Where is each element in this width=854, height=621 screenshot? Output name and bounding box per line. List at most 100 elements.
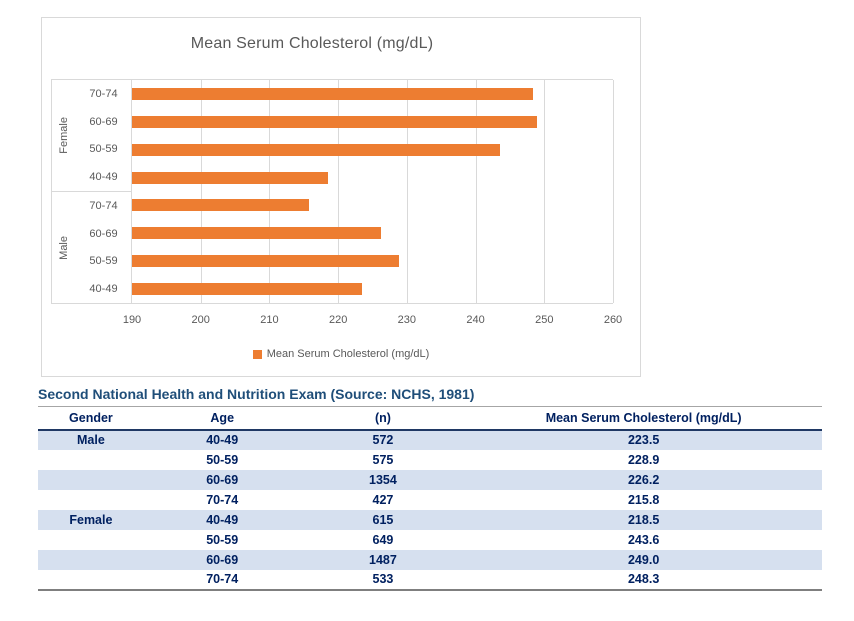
age-tick-label: 60-69 <box>89 115 118 128</box>
cell-age: 40-49 <box>206 433 239 447</box>
cell-mean: 223.5 <box>627 433 660 447</box>
table-row: Female 40-49 615 218.5 <box>38 509 822 530</box>
x-axis-tick-labels: 190 200 210 220 230 240 250 260 <box>123 314 622 330</box>
cell-gender <box>38 450 144 470</box>
age-tick-label: 50-59 <box>89 255 118 268</box>
gridline-260 <box>613 80 614 303</box>
plot-row: Female 70-74 60-69 50-59 40-49 Male 70-74 60-69… <box>51 79 614 304</box>
bar-band <box>132 219 613 247</box>
bar-50-59 <box>132 255 400 268</box>
cell-gender <box>38 490 144 510</box>
cell-age: 40-49 <box>206 512 239 527</box>
cell-gender <box>38 570 144 590</box>
bar-40-49 <box>132 283 363 296</box>
table-row: 70-74 427 215.8 <box>38 490 822 510</box>
age-tick-label: 70-74 <box>89 87 118 100</box>
column-header-mean: Mean Serum Cholesterol (mg/dL) <box>545 410 742 425</box>
gridline-230 <box>406 80 408 303</box>
cell-n: 649 <box>372 532 394 547</box>
bar-band <box>132 192 613 220</box>
x-tick-label-190: 190 <box>122 314 142 326</box>
table-header-row: Gender Age (n) Mean Serum Cholesterol (m… <box>38 407 822 430</box>
bar-70-74 <box>132 199 310 212</box>
gridline-220 <box>338 80 340 303</box>
bar-band <box>132 136 613 164</box>
group-label-text: Female <box>58 117 70 154</box>
cell-age: 60-69 <box>206 472 239 487</box>
cell-n: 575 <box>372 452 394 467</box>
legend: Mean Serum Cholesterol (mg/dL) <box>42 348 640 360</box>
cell-gender: Male <box>77 433 105 447</box>
gridline-210 <box>269 80 271 303</box>
cell-mean: 215.8 <box>627 492 660 507</box>
bar-band <box>132 80 613 108</box>
cell-mean: 228.9 <box>627 452 660 467</box>
cell-mean: 248.3 <box>627 572 660 586</box>
table-row: 60-69 1487 249.0 <box>38 549 822 570</box>
cell-n: 427 <box>372 492 394 507</box>
cell-mean: 226.2 <box>627 472 660 487</box>
bar-band <box>132 108 613 136</box>
table-section: Second National Health and Nutrition Exa… <box>38 386 822 591</box>
category-axis: Female 70-74 60-69 50-59 40-49 Male 70-74 60-69… <box>51 79 132 304</box>
age-tick-label: 40-49 <box>89 283 118 296</box>
table-row: Male 40-49 572 223.5 <box>38 429 822 450</box>
chart-title: Mean Serum Cholesterol (mg/dL) <box>190 35 434 52</box>
category-group-female: Female 70-74 60-69 50-59 40-49 <box>52 80 131 192</box>
bar-band <box>132 164 613 192</box>
x-tick-label-200: 200 <box>191 314 210 326</box>
age-label-list: 70-74 60-69 50-59 40-49 <box>76 192 131 303</box>
legend-label: Mean Serum Cholesterol (mg/dL) <box>266 348 430 360</box>
column-header-gender: Gender <box>69 410 113 425</box>
bar-40-49 <box>132 171 328 184</box>
table-row: 70-74 533 248.3 <box>38 570 822 590</box>
bar-70-74 <box>132 87 533 100</box>
cell-gender <box>38 530 144 550</box>
x-tick-label-250: 250 <box>535 314 554 326</box>
x-tick-label-230: 230 <box>397 314 417 326</box>
cell-age: 60-69 <box>206 552 239 567</box>
group-label-text: Male <box>58 235 70 260</box>
bars-container <box>132 80 613 303</box>
bar-chart: Mean Serum Cholesterol (mg/dL) Female 70-… <box>41 17 641 377</box>
cell-mean: 249.0 <box>627 552 660 567</box>
cell-mean: 218.5 <box>627 512 660 527</box>
data-table: Gender Age (n) Mean Serum Cholesterol (m… <box>38 406 822 591</box>
bar-50-59 <box>132 143 501 156</box>
cell-n: 1487 <box>369 552 397 567</box>
x-tick-label-220: 220 <box>328 314 348 326</box>
cell-n: 572 <box>372 433 394 447</box>
bar-60-69 <box>132 227 381 240</box>
cell-age: 50-59 <box>206 452 239 467</box>
column-header-n: (n) <box>374 410 391 425</box>
cell-age: 70-74 <box>206 492 239 507</box>
table-body: Male 40-49 572 223.5 50-59 575 228.9 60-69 1354 2… <box>38 429 822 590</box>
plot-area <box>132 79 614 304</box>
cell-n: 1354 <box>369 472 397 487</box>
cell-mean: 243.6 <box>627 532 660 547</box>
cell-gender <box>38 470 144 490</box>
group-label-female: Female <box>52 80 76 191</box>
cell-gender: Female <box>69 512 113 527</box>
age-tick-label: 60-69 <box>89 227 118 240</box>
age-label-list: 70-74 60-69 50-59 40-49 <box>76 80 131 191</box>
group-label-male: Male <box>52 192 76 303</box>
bar-band <box>132 247 613 275</box>
gridline-240 <box>475 80 477 303</box>
cell-gender <box>38 550 144 570</box>
cell-n: 615 <box>372 512 394 527</box>
x-tick-label-240: 240 <box>466 314 485 326</box>
legend-marker-icon <box>252 349 262 359</box>
x-tick-label-260: 260 <box>603 314 623 326</box>
bar-band <box>132 275 613 303</box>
cell-age: 50-59 <box>206 532 239 547</box>
bar-60-69 <box>132 115 538 128</box>
table-row: 50-59 575 228.9 <box>38 450 822 470</box>
age-tick-label: 50-59 <box>89 143 118 156</box>
category-group-male: Male 70-74 60-69 50-59 40-49 <box>52 192 131 303</box>
column-header-age: Age <box>210 410 235 425</box>
age-tick-label: 70-74 <box>89 199 118 212</box>
age-tick-label: 40-49 <box>89 171 118 184</box>
cell-age: 70-74 <box>206 572 239 586</box>
table-row: 60-69 1354 226.2 <box>38 469 822 490</box>
